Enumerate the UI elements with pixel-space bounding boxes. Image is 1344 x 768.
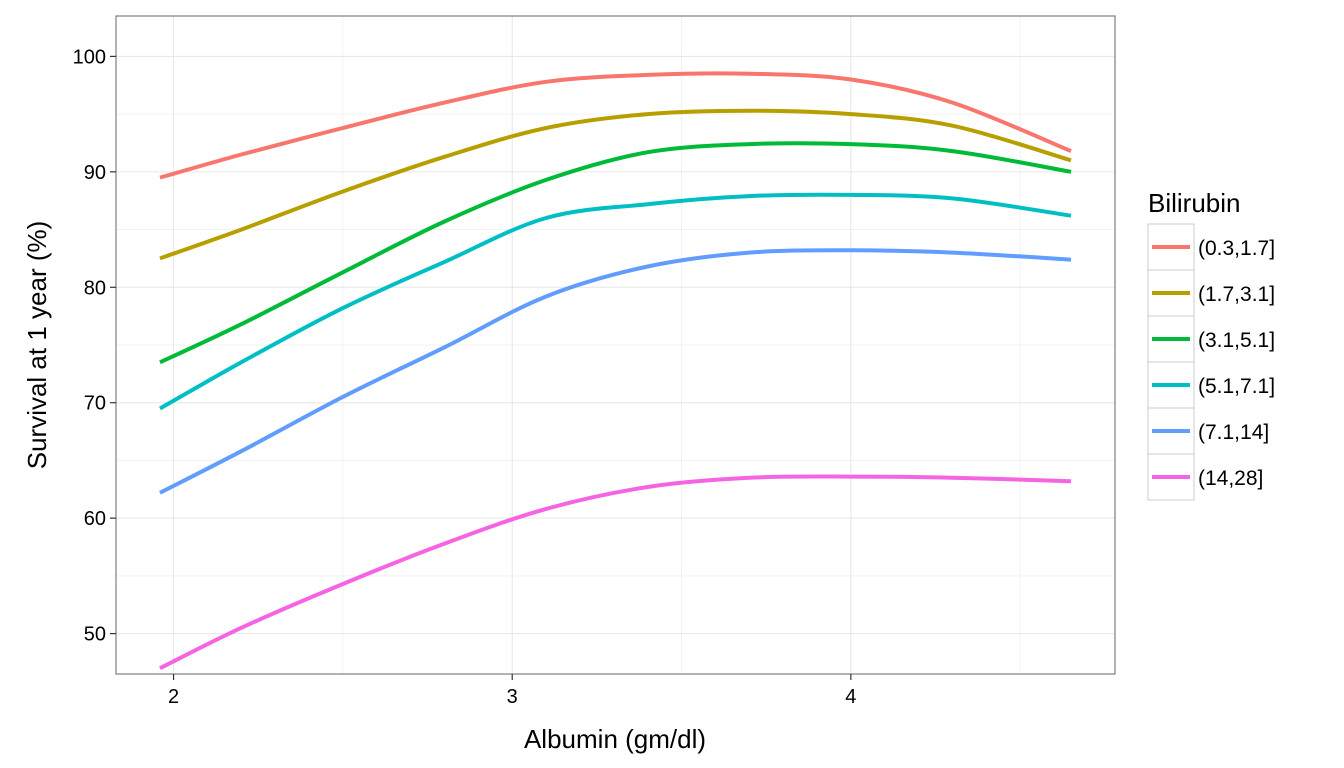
series-line-5 <box>159 248 1072 495</box>
y-tick-label: 50 <box>84 624 106 646</box>
legend-label: (3.1,5.1] <box>1198 329 1275 352</box>
series-line-3 <box>159 141 1072 365</box>
legend-label: (1.7,3.1] <box>1198 283 1275 306</box>
x-tick-label: 4 <box>845 686 856 708</box>
y-tick-label: 70 <box>84 393 106 415</box>
legend-label: (7.1,14] <box>1198 421 1269 444</box>
y-axis-title: Survival at 1 year (%) <box>22 221 52 470</box>
legend-label: (14,28] <box>1198 467 1263 490</box>
y-tick-label: 80 <box>84 277 106 299</box>
y-tick-label: 90 <box>84 162 106 184</box>
series-line-6 <box>159 474 1072 670</box>
legend: Bilirubin (0.3,1.7] (1.7,3.1] (3.1,5.1] (5.… <box>1147 188 1275 501</box>
x-axis-title: Albumin (gm/dl) <box>524 724 706 754</box>
legend-label: (5.1,7.1] <box>1198 375 1275 398</box>
series-line-2 <box>159 108 1072 261</box>
y-tick-label: 100 <box>73 46 106 68</box>
legend-title: Bilirubin <box>1148 188 1241 218</box>
x-tick-label: 2 <box>168 686 179 708</box>
series-line-4 <box>159 192 1072 411</box>
plot-panel <box>115 15 1116 675</box>
x-tick-label: 3 <box>507 686 518 708</box>
panel-border <box>115 15 1116 675</box>
series-line-1 <box>159 71 1072 180</box>
y-tick-label: 60 <box>84 508 106 530</box>
legend-label: (0.3,1.7] <box>1198 237 1275 260</box>
x-axis: 2 3 4 <box>168 674 856 708</box>
y-axis: 50 60 70 80 90 100 <box>73 46 116 646</box>
